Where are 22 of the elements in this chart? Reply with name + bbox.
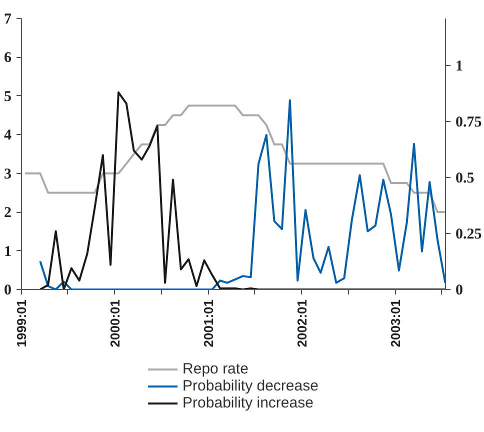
y2-tick-label: 0 (456, 282, 463, 298)
y-tick-label: 7 (4, 12, 12, 28)
y-tick-label: 5 (4, 88, 12, 105)
x-tick-label: 1999:01 (14, 299, 29, 348)
legend-label: Probability decrease (182, 378, 318, 394)
x-tick-label: 2003:01 (388, 299, 403, 348)
y-tick-label: 2 (4, 205, 12, 222)
y-tick-label: 0 (4, 282, 12, 298)
y-tick-label: 1 (4, 244, 12, 260)
y2-tick-label: 1 (456, 58, 463, 75)
y2-tick-label: 0.25 (456, 226, 482, 243)
x-tick-label: 2001:01 (201, 299, 216, 348)
y-tick-label: 4 (4, 128, 12, 144)
legend-label: Repo rate (182, 360, 248, 378)
y-tick-label: 3 (4, 166, 12, 182)
x-tick-label: 2000:01 (107, 299, 122, 348)
legend-label: Probability increase (182, 394, 314, 412)
y-tick-label: 6 (4, 50, 12, 66)
y2-tick-label: 0.5 (456, 170, 474, 187)
x-tick-label: 2002:01 (294, 299, 310, 348)
y2-tick-label: 0.75 (456, 114, 482, 131)
line-series (24, 104, 446, 214)
